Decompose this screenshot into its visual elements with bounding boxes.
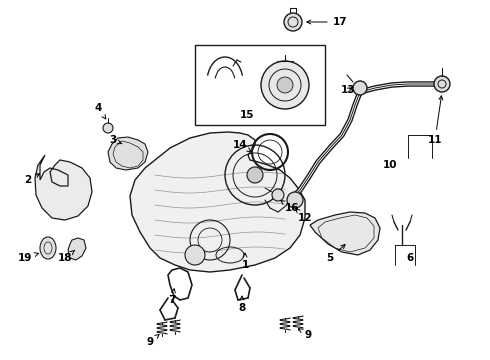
- Text: 9: 9: [299, 329, 312, 340]
- Text: 1: 1: [242, 253, 248, 270]
- Text: 18: 18: [58, 250, 75, 263]
- Circle shape: [284, 13, 302, 31]
- Text: 8: 8: [238, 296, 245, 313]
- Text: 2: 2: [24, 174, 40, 185]
- Circle shape: [272, 189, 284, 201]
- Text: 4: 4: [94, 103, 106, 119]
- Text: 10: 10: [383, 160, 397, 170]
- Polygon shape: [130, 132, 305, 272]
- Circle shape: [287, 192, 303, 208]
- Text: 5: 5: [326, 244, 345, 263]
- Circle shape: [353, 81, 367, 95]
- Text: 12: 12: [295, 208, 312, 223]
- Polygon shape: [68, 238, 86, 260]
- Polygon shape: [310, 212, 380, 255]
- Circle shape: [434, 76, 450, 92]
- Polygon shape: [35, 155, 92, 220]
- Ellipse shape: [40, 237, 56, 259]
- Circle shape: [247, 167, 263, 183]
- Text: 14: 14: [233, 140, 251, 152]
- FancyBboxPatch shape: [195, 45, 325, 125]
- Text: 6: 6: [406, 253, 414, 263]
- Text: 16: 16: [281, 201, 299, 213]
- Circle shape: [277, 77, 293, 93]
- Text: 7: 7: [168, 289, 176, 305]
- Text: 17: 17: [307, 17, 347, 27]
- Text: 15: 15: [240, 110, 254, 120]
- Text: 9: 9: [147, 334, 159, 347]
- Polygon shape: [108, 137, 148, 170]
- Text: 3: 3: [109, 135, 122, 145]
- Circle shape: [103, 123, 113, 133]
- Text: 11: 11: [428, 96, 443, 145]
- Text: 13: 13: [341, 85, 355, 95]
- Text: 19: 19: [18, 253, 38, 263]
- Circle shape: [261, 61, 309, 109]
- Circle shape: [185, 245, 205, 265]
